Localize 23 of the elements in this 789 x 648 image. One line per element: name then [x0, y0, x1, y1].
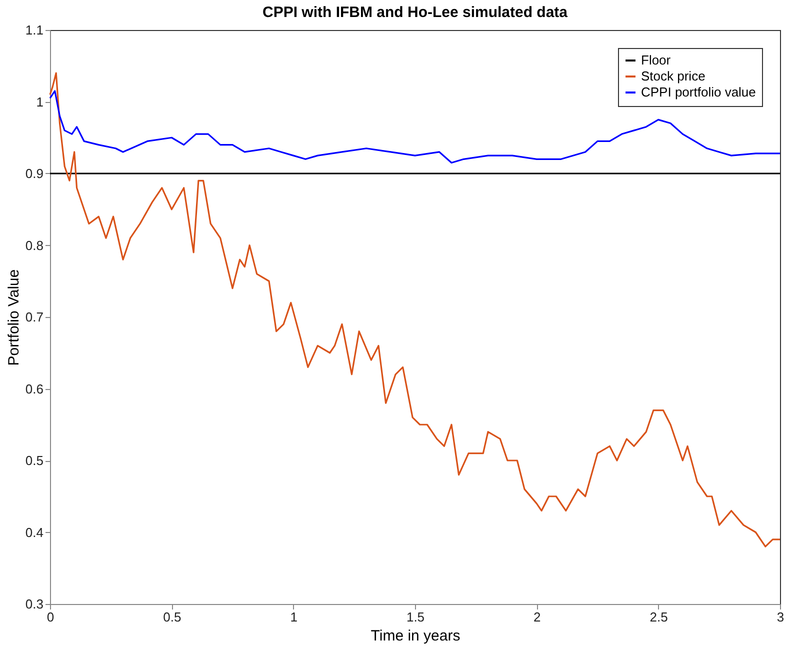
legend-label: Floor	[641, 52, 672, 68]
line-series	[49, 72, 781, 548]
x-tick-label: 2.5	[650, 610, 668, 624]
y-tick-label: 0.8	[25, 238, 44, 253]
x-axis-title: Time in years	[370, 628, 460, 644]
x-tick-label: 1	[290, 610, 298, 624]
legend-label: CPPI portfolio value	[641, 84, 756, 100]
y-axis-title: Portfolio Value	[5, 269, 22, 366]
x-tick-label: 1.5	[406, 610, 425, 624]
chart-title: CPPI with IFBM and Ho-Lee simulated data	[262, 4, 568, 21]
y-tick-label: 0.7	[25, 310, 44, 324]
y-tick-label: 0.6	[25, 381, 44, 396]
y-tick-label: 0.3	[25, 596, 44, 612]
x-tick-label: 0	[46, 610, 54, 624]
legend-label: Stock price	[641, 68, 706, 84]
y-tick-label: 1.1	[25, 22, 44, 38]
y-tick-label: 0.5	[25, 453, 44, 468]
x-tick-label: 0.5	[163, 610, 182, 624]
x-tick-label: 3	[776, 610, 784, 624]
y-tick-label: 1	[36, 94, 44, 110]
y-tick-label: 0.4	[25, 524, 44, 540]
x-tick-label: 2	[534, 610, 541, 624]
y-tick-label: 0.9	[25, 166, 44, 181]
